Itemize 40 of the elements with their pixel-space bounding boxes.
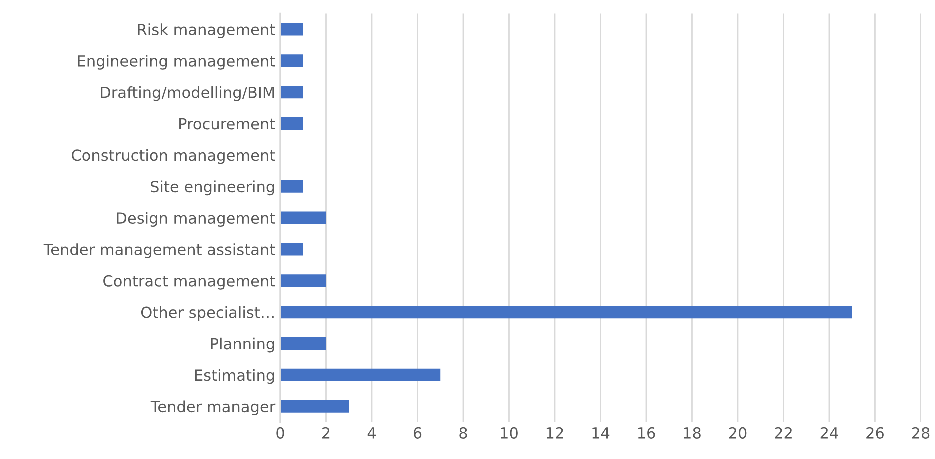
bar xyxy=(280,368,441,382)
bar xyxy=(280,400,350,413)
y-tick-label: Planning xyxy=(211,338,274,353)
y-tick-label: Contract management xyxy=(104,275,276,290)
bar xyxy=(280,23,304,36)
x-tick-label: 22 xyxy=(775,427,792,439)
bar xyxy=(280,180,304,193)
x-tick-label: 0 xyxy=(276,427,284,439)
y-tick-label: Procurement xyxy=(180,118,276,130)
bar xyxy=(280,306,852,319)
bar xyxy=(280,86,304,99)
bar xyxy=(280,212,326,224)
x-tick-label: 6 xyxy=(414,427,422,439)
x-tick-label: 16 xyxy=(638,427,656,439)
y-tick-label: Estimating xyxy=(195,369,274,384)
x-tick-label: 20 xyxy=(729,427,747,439)
bar xyxy=(280,54,304,68)
x-tick-label: 10 xyxy=(501,427,518,439)
y-tick-label: Construction management xyxy=(72,149,276,164)
bar xyxy=(280,117,304,130)
y-tick-label: Drafting/modelling/BIM xyxy=(101,86,274,102)
x-tick-label: 24 xyxy=(820,427,838,439)
x-tick-label: 14 xyxy=(592,428,610,439)
x-tick-label: 4 xyxy=(368,428,376,439)
x-tick-label: 26 xyxy=(866,427,884,439)
y-tick-label: Other specialist… xyxy=(141,306,274,322)
x-tick-label: 8 xyxy=(460,427,468,439)
y-tick-label: Site engineering xyxy=(151,180,274,196)
y-tick-label: Tender management assistant xyxy=(44,244,276,258)
x-tick-label: 28 xyxy=(912,427,930,439)
x-tick-label: 2 xyxy=(322,427,330,439)
x-tick-label: 12 xyxy=(546,427,564,439)
y-tick-label: Risk management xyxy=(138,24,276,38)
bar xyxy=(280,243,304,256)
y-tick-label: Tender manager xyxy=(150,400,276,416)
bar xyxy=(280,337,326,350)
y-tick-label: Design management xyxy=(117,212,276,228)
x-tick-label: 18 xyxy=(684,427,701,439)
bar xyxy=(280,274,326,288)
y-tick-label: Engineering management xyxy=(78,55,276,70)
